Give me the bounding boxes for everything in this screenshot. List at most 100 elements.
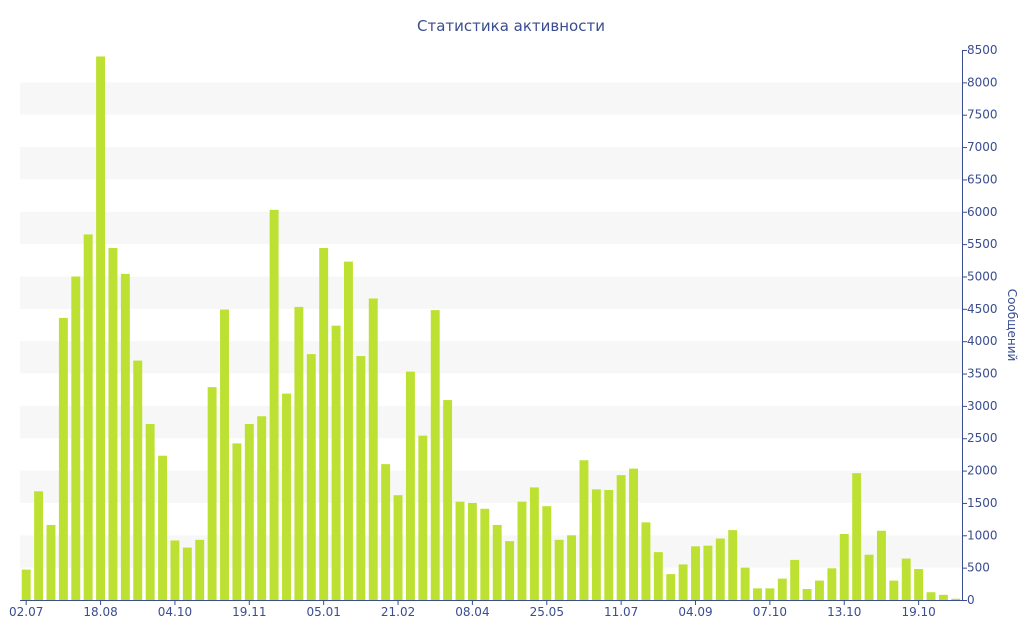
bar bbox=[430, 310, 440, 600]
bar bbox=[728, 530, 738, 600]
grid-band bbox=[20, 405, 962, 439]
y-tick-label: 6500 bbox=[967, 172, 998, 186]
grid-band bbox=[20, 211, 962, 245]
x-tick-label: 13.10 bbox=[827, 605, 861, 619]
bar bbox=[232, 443, 242, 600]
bar bbox=[802, 589, 812, 600]
bar bbox=[368, 298, 378, 600]
y-tick-label: 4500 bbox=[967, 302, 998, 316]
chart-title: Статистика активности bbox=[417, 17, 605, 35]
grid-band bbox=[20, 470, 962, 503]
bar bbox=[120, 273, 130, 600]
y-tick-label: 8500 bbox=[967, 43, 998, 57]
bar bbox=[604, 490, 614, 600]
bar bbox=[21, 569, 31, 600]
bar bbox=[492, 524, 502, 600]
bar bbox=[827, 568, 837, 600]
grid-band bbox=[20, 82, 962, 115]
x-tick-label: 11.07 bbox=[604, 605, 638, 619]
y-tick-label: 5500 bbox=[967, 237, 998, 251]
bar bbox=[951, 598, 961, 600]
bar bbox=[71, 276, 81, 600]
bar bbox=[182, 547, 192, 600]
bar bbox=[629, 468, 639, 600]
bar bbox=[753, 588, 762, 600]
x-tick-label: 21.02 bbox=[381, 605, 415, 619]
bar bbox=[269, 209, 279, 600]
grid-band bbox=[20, 147, 962, 180]
bar bbox=[703, 545, 713, 600]
bar bbox=[839, 534, 849, 600]
bar bbox=[914, 568, 924, 600]
bar bbox=[480, 508, 490, 600]
y-tick-label: 2000 bbox=[967, 464, 998, 478]
y-tick-label: 2500 bbox=[967, 431, 998, 445]
x-ticks: 02.07 18.08 04.10 19.11 05.01 21.02 08.04 25.05… bbox=[9, 600, 936, 619]
grid-band bbox=[20, 341, 962, 374]
bar bbox=[257, 416, 267, 600]
bar bbox=[443, 400, 453, 600]
grid-bands bbox=[20, 82, 962, 568]
bar bbox=[58, 317, 68, 600]
y-tick-label: 8000 bbox=[967, 75, 998, 89]
bar bbox=[529, 487, 539, 600]
grid-band bbox=[20, 276, 962, 309]
bar bbox=[653, 552, 663, 600]
bar bbox=[133, 360, 143, 600]
bar bbox=[207, 387, 217, 600]
bar bbox=[220, 309, 229, 600]
bar bbox=[244, 424, 254, 600]
y-tick-label: 4000 bbox=[967, 334, 998, 348]
x-tick-label: 04.09 bbox=[678, 605, 712, 619]
bar bbox=[405, 371, 415, 600]
bar bbox=[306, 354, 316, 600]
bar bbox=[96, 56, 106, 601]
bar bbox=[393, 495, 403, 600]
x-tick-label: 08.04 bbox=[455, 605, 489, 619]
bar bbox=[554, 539, 564, 600]
y-tick-label: 7500 bbox=[967, 108, 998, 122]
y-tick-label: 6000 bbox=[967, 205, 998, 219]
bars bbox=[21, 56, 961, 601]
y-tick-label: 0 bbox=[967, 593, 975, 607]
bar bbox=[901, 558, 911, 600]
bar bbox=[418, 435, 428, 600]
bar bbox=[666, 574, 676, 600]
bar bbox=[852, 473, 862, 600]
bar bbox=[691, 546, 700, 600]
bar bbox=[579, 460, 589, 600]
bar bbox=[108, 248, 118, 600]
bar bbox=[517, 501, 527, 600]
bar bbox=[195, 539, 205, 600]
y-tick-label: 7000 bbox=[967, 140, 998, 154]
x-tick-label: 07.10 bbox=[753, 605, 787, 619]
bar bbox=[567, 535, 577, 600]
bar bbox=[591, 489, 601, 600]
bar bbox=[765, 588, 775, 600]
bar bbox=[641, 522, 651, 600]
bar bbox=[790, 559, 800, 600]
bar bbox=[381, 464, 391, 600]
bar bbox=[46, 524, 56, 600]
x-tick-label: 18.08 bbox=[83, 605, 117, 619]
y-tick-label: 500 bbox=[967, 561, 990, 575]
bar bbox=[34, 491, 44, 600]
y-tick-label: 3000 bbox=[967, 399, 998, 413]
bar bbox=[145, 424, 155, 600]
bar bbox=[331, 325, 341, 600]
y-tick-label: 5000 bbox=[967, 269, 998, 283]
bar bbox=[777, 578, 787, 600]
bar bbox=[938, 594, 948, 600]
bar bbox=[889, 580, 899, 600]
bar bbox=[170, 540, 180, 600]
bar bbox=[876, 530, 886, 600]
x-tick-label: 04.10 bbox=[158, 605, 192, 619]
x-tick-label: 02.07 bbox=[9, 605, 43, 619]
bar bbox=[740, 567, 750, 600]
bar bbox=[319, 248, 329, 600]
bar bbox=[864, 554, 874, 600]
y-tick-label: 1000 bbox=[967, 528, 998, 542]
bar bbox=[282, 393, 291, 600]
y-axis-label: Сообщений bbox=[1005, 289, 1019, 362]
